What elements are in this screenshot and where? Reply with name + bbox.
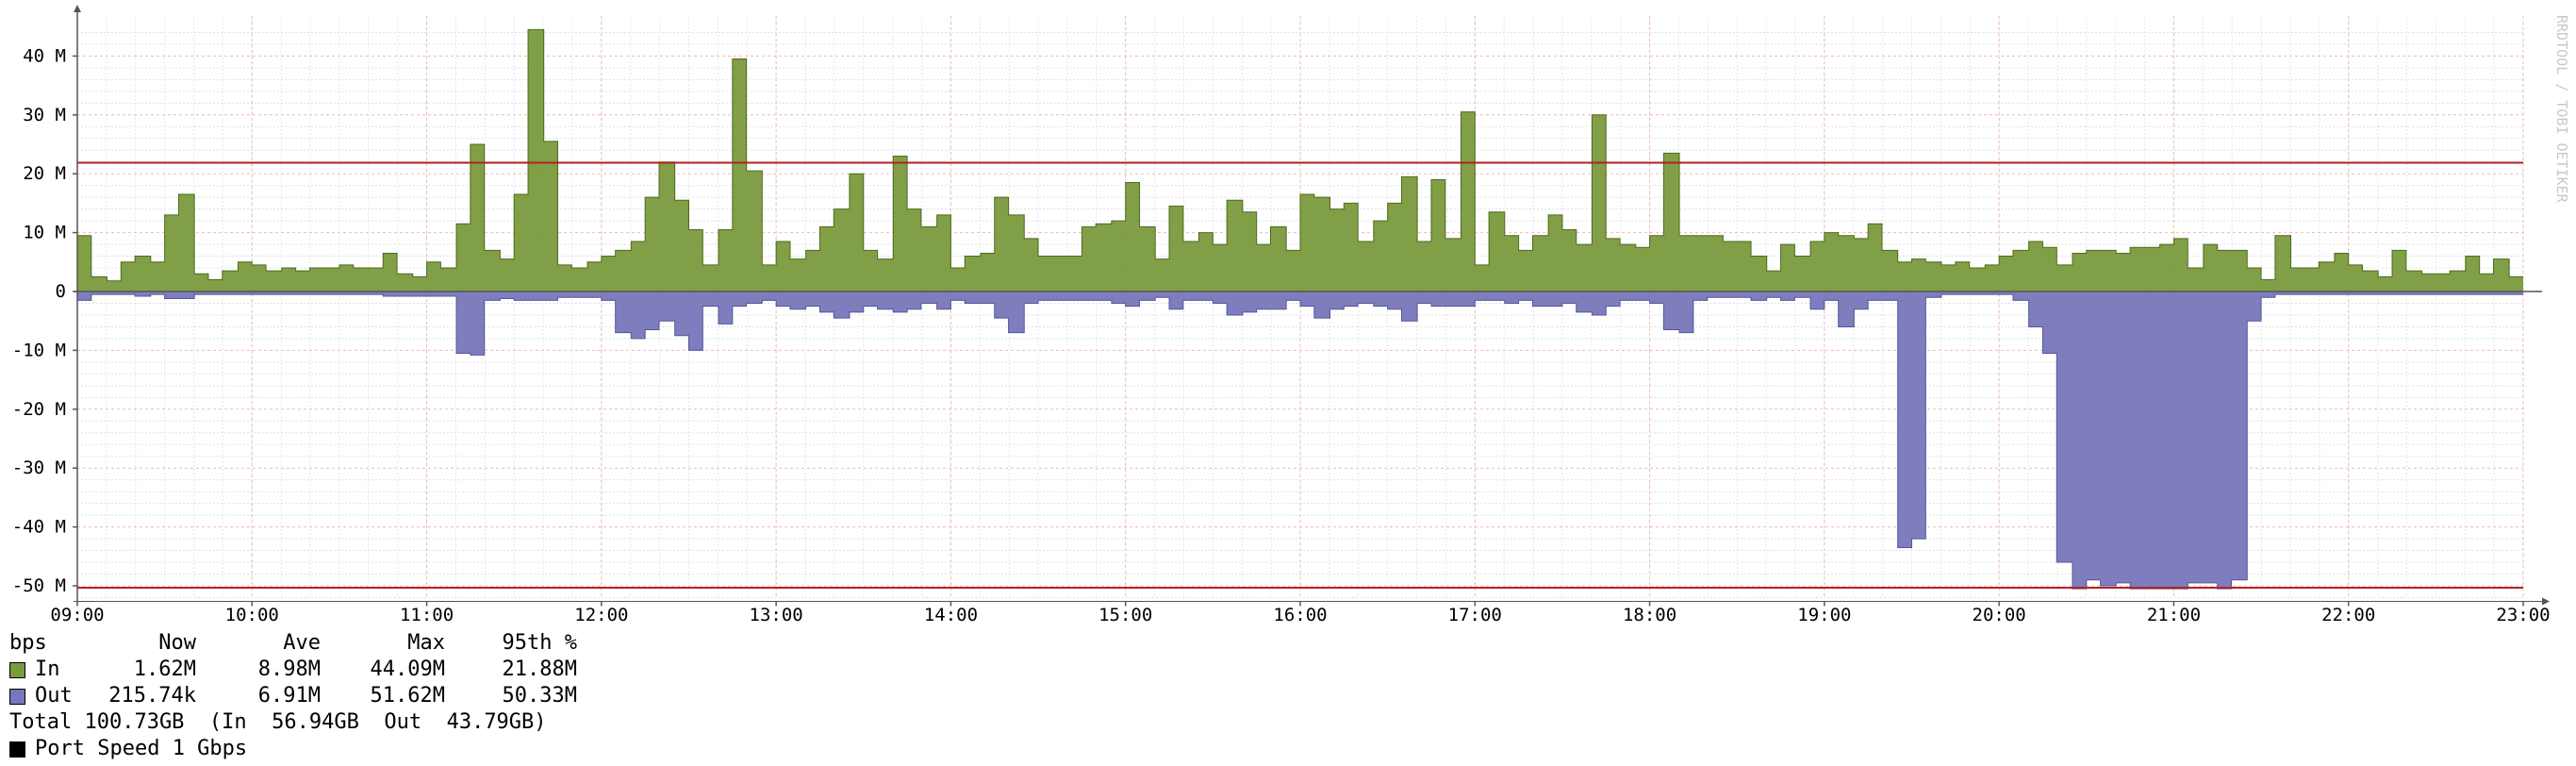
threshold-lines — [77, 161, 2523, 590]
series-outline-in — [77, 28, 2523, 282]
x-tick-label: 13:00 — [750, 605, 803, 625]
y-tick-label: 10 M — [23, 223, 66, 243]
series-areas — [77, 28, 2523, 590]
legend-95th-out: 50.33M — [502, 684, 577, 708]
legend-header-max: Max — [407, 631, 445, 655]
legend-ave-out: 6.91M — [257, 684, 321, 708]
x-tick-label: 17:00 — [1448, 605, 1502, 625]
y-tick-label: 0 — [56, 281, 66, 302]
legend-unit: bps — [9, 631, 47, 655]
legend-now-out: 215.74k — [108, 684, 196, 708]
x-tick-label: 14:00 — [924, 605, 978, 625]
legend-now-in: 1.62M — [133, 658, 196, 681]
legend-swatch-in — [9, 661, 25, 678]
x-tick-label: 18:00 — [1623, 605, 1676, 625]
legend-row-in: In 1.62M 8.98M 44.09M 21.88M — [9, 657, 577, 683]
legend: bps Now Ave Max 95th % In 1.62M 8.98M 44… — [9, 630, 577, 762]
x-tick-label: 15:00 — [1098, 605, 1152, 625]
x-tick-label: 23:00 — [2496, 605, 2550, 625]
legend-port-speed: Port Speed 1 Gbps — [9, 736, 577, 762]
legend-95th-in: 21.88M — [502, 658, 577, 681]
y-tick-label: -10 M — [12, 340, 66, 360]
legend-ave-in: 8.98M — [257, 658, 321, 681]
x-tick-label: 21:00 — [2147, 605, 2201, 625]
legend-total: Total 100.73GB (In 56.94GB Out 43.79GB) — [9, 710, 547, 734]
x-tick-label: 20:00 — [1973, 605, 2026, 625]
y-tick-labels: 40 M 30 M 20 M 10 M 0 -10 M -20 M -30 M -40 M -50… — [12, 45, 77, 596]
legend-swatch-out — [9, 688, 25, 705]
y-tick-label: 40 M — [23, 45, 66, 66]
y-axis-arrow — [74, 5, 81, 12]
y-tick-label: 20 M — [23, 163, 66, 184]
rrdtool-watermark: RRDTOOL / TOBI OETIKER — [2553, 15, 2570, 204]
x-tick-label: 09:00 — [50, 605, 104, 625]
y-tick-label: 30 M — [23, 105, 66, 125]
legend-port-speed-label: Port Speed 1 Gbps — [35, 737, 248, 760]
legend-max-in: 44.09M — [370, 658, 445, 681]
x-tick-label: 16:00 — [1273, 605, 1327, 625]
legend-row-out: Out 215.74k 6.91M 51.62M 50.33M — [9, 683, 577, 709]
legend-header-now: Now — [158, 631, 196, 655]
legend-header-ave: Ave — [283, 631, 321, 655]
series-outline-out — [77, 293, 2523, 590]
series-area-out — [77, 291, 2523, 590]
legend-swatch-port-speed — [9, 741, 25, 758]
x-axis-arrow — [2542, 597, 2550, 606]
x-tick-label: 12:00 — [574, 605, 628, 625]
y-tick-label: -50 M — [12, 575, 66, 596]
legend-label-in: In — [35, 658, 60, 681]
axes — [74, 5, 2550, 606]
y-tick-label: -30 M — [12, 458, 66, 478]
x-tick-label: 19:00 — [1797, 605, 1851, 625]
legend-label-out: Out — [35, 684, 73, 708]
legend-header-95th: 95th % — [502, 631, 577, 655]
traffic-chart: 40 M 30 M 20 M 10 M 0 -10 M -20 M -30 M -40 M -50… — [12, 5, 2570, 625]
x-tick-label: 11:00 — [400, 605, 454, 625]
legend-max-out: 51.62M — [370, 684, 445, 708]
y-tick-label: -20 M — [12, 399, 66, 420]
x-tick-label: 10:00 — [225, 605, 279, 625]
x-tick-label: 22:00 — [2321, 605, 2375, 625]
y-tick-label: -40 M — [12, 517, 66, 538]
x-tick-labels: 09:00 10:00 11:00 12:00 13:00 14:00 15:00 16:00… — [50, 601, 2551, 625]
legend-header: bps Now Ave Max 95th % — [9, 630, 577, 657]
